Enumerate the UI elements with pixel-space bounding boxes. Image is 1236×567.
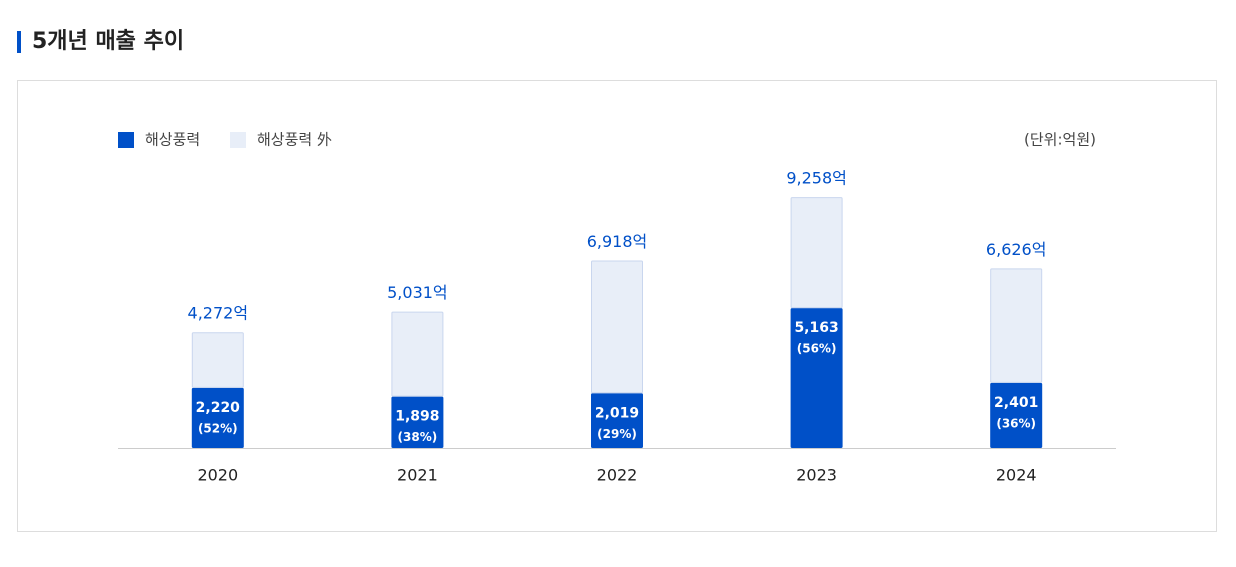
value-label: 5,163 <box>794 320 838 336</box>
legend-label: 해상풍력 <box>145 131 200 149</box>
unit-note: (단위:억원) <box>1024 131 1096 149</box>
bar-other <box>990 268 1043 383</box>
percent-label: (29%) <box>597 427 637 441</box>
total-label: 4,272억 <box>188 304 249 323</box>
title-accent <box>17 31 21 53</box>
total-label: 5,031억 <box>387 283 448 302</box>
value-label: 2,220 <box>196 400 241 416</box>
x-tick-label: 2023 <box>796 466 837 485</box>
x-tick-label: 2022 <box>597 466 638 485</box>
percent-label: (52%) <box>198 421 238 435</box>
legend-label: 해상풍력 外 <box>257 131 332 149</box>
bar-other <box>790 197 843 309</box>
bar-offshore <box>391 396 444 449</box>
percent-label: (38%) <box>398 430 438 444</box>
total-label: 6,626억 <box>986 240 1047 259</box>
bar-offshore <box>191 387 244 449</box>
legend-swatch <box>230 132 246 148</box>
bar-offshore <box>591 393 643 448</box>
chart-title: 5개년 매출 추이 <box>32 29 184 54</box>
value-label: 1,898 <box>395 409 439 425</box>
legend-swatch <box>118 132 134 148</box>
x-tick-label: 2024 <box>996 466 1037 485</box>
value-label: 2,401 <box>994 395 1038 411</box>
x-tick-label: 2020 <box>197 466 238 485</box>
bar-other <box>591 260 643 394</box>
bar-other <box>191 332 244 388</box>
bar-offshore <box>990 382 1043 448</box>
bar-other <box>391 311 444 397</box>
bar-offshore <box>790 308 843 448</box>
x-tick-label: 2021 <box>397 466 438 485</box>
total-label: 6,918억 <box>587 232 648 251</box>
total-label: 9,258억 <box>786 169 847 188</box>
percent-label: (56%) <box>797 342 837 356</box>
value-label: 2,019 <box>595 405 639 421</box>
percent-label: (36%) <box>996 416 1036 430</box>
